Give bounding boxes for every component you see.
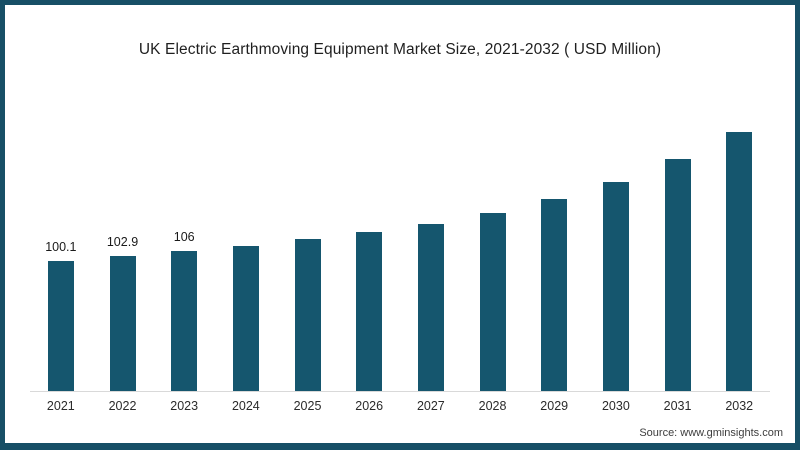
- bar-2026: [356, 232, 383, 391]
- x-tick-label-2026: 2026: [355, 399, 384, 413]
- x-tick-label-2029: 2029: [540, 399, 569, 413]
- bar-value-label-2022: 102.9: [106, 235, 139, 250]
- x-tick-label-2023: 2023: [170, 399, 199, 413]
- bar-slot-2030: [585, 100, 647, 391]
- bar-2030: [602, 181, 629, 391]
- bar-2025: [294, 239, 321, 391]
- bar-slot-2032: [708, 100, 770, 391]
- bar-slot-2025: [277, 100, 339, 391]
- bar-slot-2028: [462, 100, 524, 391]
- x-tick-label-2032: 2032: [725, 399, 754, 413]
- bar-value-label-2021: 100.1: [45, 239, 77, 254]
- x-tick-label-2031: 2031: [663, 399, 692, 413]
- source-attribution: Source: www.gminsights.com: [639, 427, 783, 439]
- plot-area: 100.1 102.9 106: [30, 100, 770, 392]
- x-tick-label-2030: 2030: [601, 399, 630, 413]
- bar-slot-2029: [523, 100, 585, 391]
- bar-value-label-2023: 106: [173, 230, 195, 245]
- bar-slot-2031: [647, 100, 709, 391]
- x-tick-label-2025: 2025: [293, 399, 322, 413]
- x-tick-label-2028: 2028: [478, 399, 507, 413]
- bar-slot-2024: [215, 100, 277, 391]
- bar-2028: [479, 212, 506, 391]
- bar-2021: [47, 260, 74, 391]
- bar-2024: [232, 246, 259, 391]
- bar-2023: [171, 251, 198, 391]
- bar-slot-2026: [338, 100, 400, 391]
- x-axis-labels: 2021 2022 2023 2024 2025 2026 2027 2028 2029 2030…: [30, 399, 770, 413]
- chart-title: UK Electric Earthmoving Equipment Market…: [138, 41, 662, 58]
- bar-slot-2027: [400, 100, 462, 391]
- bar-2032: [726, 132, 753, 391]
- x-tick-label-2022: 2022: [108, 399, 137, 413]
- bar-2031: [664, 159, 691, 391]
- x-tick-label-2027: 2027: [416, 399, 445, 413]
- bar-2022: [109, 256, 136, 391]
- x-tick-label-2021: 2021: [46, 399, 75, 413]
- x-tick-label-2024: 2024: [231, 399, 260, 413]
- bar-slot-2021: 100.1: [30, 100, 92, 391]
- bar-slot-2022: 102.9: [92, 100, 154, 391]
- bar-2027: [417, 224, 444, 391]
- bar-2029: [541, 199, 568, 391]
- bar-slot-2023: 106: [153, 100, 215, 391]
